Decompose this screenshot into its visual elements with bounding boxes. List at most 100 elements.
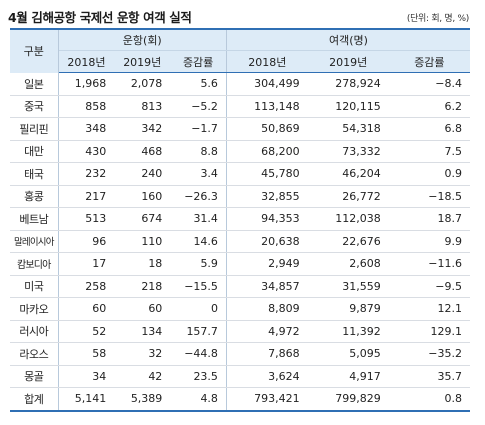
passengers-rate-cell: 6.2 bbox=[388, 95, 470, 118]
country-cell: 라오스 bbox=[10, 342, 59, 366]
passengers-rate-cell: −8.4 bbox=[388, 72, 470, 96]
passengers-group-header: 여객(명) bbox=[226, 28, 470, 51]
flights-2018-cell: 258 bbox=[58, 275, 115, 298]
flights-2019-cell: 218 bbox=[114, 275, 171, 298]
passengers-rate-cell: 18.7 bbox=[388, 207, 470, 231]
flights-2019-cell: 342 bbox=[114, 117, 171, 141]
total-flights-2018: 5,141 bbox=[58, 387, 115, 412]
country-cell: 베트남 bbox=[10, 207, 59, 231]
total-label: 합계 bbox=[10, 387, 59, 412]
passengers-rate-cell: 7.5 bbox=[388, 140, 470, 163]
passengers-2018-cell: 7,868 bbox=[226, 342, 308, 366]
flights-rate-cell: 23.5 bbox=[170, 365, 227, 388]
flights-2019-cell: 110 bbox=[114, 230, 171, 253]
table-row: 일본 1,968 2,078 5.6 304,499 278,924 −8.4 bbox=[10, 72, 470, 96]
country-cell: 일본 bbox=[10, 72, 59, 96]
passengers-2018-cell: 32,855 bbox=[226, 185, 308, 208]
passengers-2019-cell: 9,879 bbox=[307, 297, 389, 321]
country-cell: 말레이시아 bbox=[10, 230, 59, 253]
total-passengers-2018: 793,421 bbox=[226, 387, 308, 412]
passengers-2018-cell: 50,869 bbox=[226, 117, 308, 141]
flights-2019-cell: 2,078 bbox=[114, 72, 171, 96]
flights-rate-cell: −26.3 bbox=[170, 185, 227, 208]
table-row: 태국 232 240 3.4 45,780 46,204 0.9 bbox=[10, 162, 470, 186]
passengers-rate-cell: 0.9 bbox=[388, 162, 470, 186]
passengers-2018-cell: 8,809 bbox=[226, 297, 308, 321]
flights-2018-cell: 34 bbox=[58, 365, 115, 388]
flights-rate-cell: 0 bbox=[170, 297, 227, 321]
passengers-2019-cell: 31,559 bbox=[307, 275, 389, 298]
col-header-passengers-2019: 2019년 bbox=[307, 50, 389, 73]
flights-rate-cell: 31.4 bbox=[170, 207, 227, 231]
passengers-2019-cell: 46,204 bbox=[307, 162, 389, 186]
country-cell: 중국 bbox=[10, 95, 59, 118]
flights-rate-cell: 5.6 bbox=[170, 72, 227, 96]
passengers-2018-cell: 34,857 bbox=[226, 275, 308, 298]
col-header-flights-2018: 2018년 bbox=[58, 50, 115, 73]
flights-2018-cell: 1,968 bbox=[58, 72, 115, 96]
passengers-2018-cell: 94,353 bbox=[226, 207, 308, 231]
flights-rate-cell: 14.6 bbox=[170, 230, 227, 253]
passengers-2019-cell: 54,318 bbox=[307, 117, 389, 141]
passengers-2018-cell: 45,780 bbox=[226, 162, 308, 186]
passengers-2019-cell: 278,924 bbox=[307, 72, 389, 96]
flights-2018-cell: 513 bbox=[58, 207, 115, 231]
table-row: 중국 858 813 −5.2 113,148 120,115 6.2 bbox=[10, 95, 470, 118]
passengers-2019-cell: 22,676 bbox=[307, 230, 389, 253]
passengers-rate-cell: −35.2 bbox=[388, 342, 470, 366]
passengers-2019-cell: 26,772 bbox=[307, 185, 389, 208]
flights-rate-cell: −44.8 bbox=[170, 342, 227, 366]
corner-header: 구분 bbox=[10, 28, 59, 73]
flights-2018-cell: 232 bbox=[58, 162, 115, 186]
passengers-2019-cell: 2,608 bbox=[307, 252, 389, 276]
col-header-passengers-rate: 증감률 bbox=[388, 50, 470, 73]
passengers-2018-cell: 4,972 bbox=[226, 320, 308, 343]
total-row: 합계 5,141 5,389 4.8 793,421 799,829 0.8 bbox=[10, 387, 470, 412]
country-cell: 캄보디아 bbox=[10, 252, 59, 276]
flights-2018-cell: 348 bbox=[58, 117, 115, 141]
flight-passenger-table: 구분 운항(회) 여객(명) 2018년 2019년 증감률 2018년 201… bbox=[10, 28, 470, 412]
passengers-rate-cell: 9.9 bbox=[388, 230, 470, 253]
flights-2018-cell: 58 bbox=[58, 342, 115, 366]
country-cell: 마카오 bbox=[10, 297, 59, 321]
passengers-2018-cell: 3,624 bbox=[226, 365, 308, 388]
flights-2018-cell: 217 bbox=[58, 185, 115, 208]
flights-2019-cell: 674 bbox=[114, 207, 171, 231]
flights-2018-cell: 430 bbox=[58, 140, 115, 163]
table-row: 몽골 34 42 23.5 3,624 4,917 35.7 bbox=[10, 365, 470, 388]
flights-2019-cell: 813 bbox=[114, 95, 171, 118]
flights-2019-cell: 32 bbox=[114, 342, 171, 366]
passengers-rate-cell: −11.6 bbox=[388, 252, 470, 276]
passengers-2019-cell: 120,115 bbox=[307, 95, 389, 118]
passengers-rate-cell: 12.1 bbox=[388, 297, 470, 321]
passengers-rate-cell: −9.5 bbox=[388, 275, 470, 298]
country-cell: 필리핀 bbox=[10, 117, 59, 141]
passengers-2019-cell: 4,917 bbox=[307, 365, 389, 388]
flights-2019-cell: 468 bbox=[114, 140, 171, 163]
passengers-rate-cell: 35.7 bbox=[388, 365, 470, 388]
table-row: 홍콩 217 160 −26.3 32,855 26,772 −18.5 bbox=[10, 185, 470, 208]
table-row: 대만 430 468 8.8 68,200 73,332 7.5 bbox=[10, 140, 470, 163]
table-row: 러시아 52 134 157.7 4,972 11,392 129.1 bbox=[10, 320, 470, 343]
flights-2019-cell: 134 bbox=[114, 320, 171, 343]
passengers-2018-cell: 304,499 bbox=[226, 72, 308, 96]
passengers-2018-cell: 113,148 bbox=[226, 95, 308, 118]
table-row: 베트남 513 674 31.4 94,353 112,038 18.7 bbox=[10, 207, 470, 231]
country-cell: 대만 bbox=[10, 140, 59, 163]
country-cell: 태국 bbox=[10, 162, 59, 186]
flights-rate-cell: 3.4 bbox=[170, 162, 227, 186]
flights-2019-cell: 18 bbox=[114, 252, 171, 276]
flights-rate-cell: 157.7 bbox=[170, 320, 227, 343]
country-cell: 미국 bbox=[10, 275, 59, 298]
table-row: 캄보디아 17 18 5.9 2,949 2,608 −11.6 bbox=[10, 252, 470, 276]
passengers-2019-cell: 11,392 bbox=[307, 320, 389, 343]
flights-2018-cell: 858 bbox=[58, 95, 115, 118]
total-flights-2019: 5,389 bbox=[114, 387, 171, 412]
passengers-rate-cell: 6.8 bbox=[388, 117, 470, 141]
passengers-2018-cell: 2,949 bbox=[226, 252, 308, 276]
passengers-2019-cell: 73,332 bbox=[307, 140, 389, 163]
table-row: 필리핀 348 342 −1.7 50,869 54,318 6.8 bbox=[10, 117, 470, 141]
flights-rate-cell: −5.2 bbox=[170, 95, 227, 118]
flights-rate-cell: 5.9 bbox=[170, 252, 227, 276]
table-row: 마카오 60 60 0 8,809 9,879 12.1 bbox=[10, 297, 470, 321]
